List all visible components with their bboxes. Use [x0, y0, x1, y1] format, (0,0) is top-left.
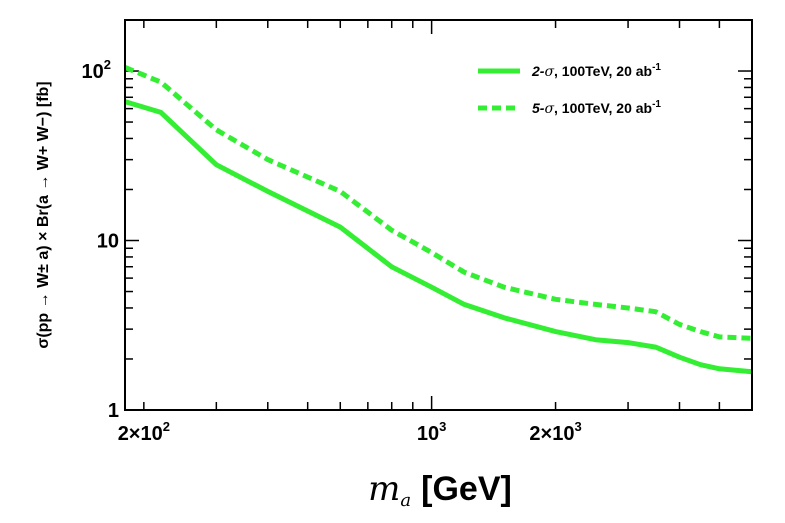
y-tick-label: 10: [97, 231, 119, 253]
y-tick-label: 1: [108, 400, 119, 422]
axis-ticks: [125, 19, 753, 411]
legend-label-5sigma: 5-σ, 100TeV, 20 ab-1: [532, 99, 661, 117]
x-axis-label: ma [GeV]: [368, 469, 512, 511]
x-tick-label: 2×103: [529, 419, 581, 445]
legend: 2-σ, 100TeV, 20 ab-1 5-σ, 100TeV, 20 ab-…: [478, 62, 661, 117]
series-layer: [125, 65, 752, 375]
series-line-5sigma: [125, 65, 752, 341]
legend-label-2sigma: 2-σ, 100TeV, 20 ab-1: [531, 62, 661, 80]
plot-frame: [124, 19, 753, 411]
tick-labels: 2×102 103 2×103 1 10 102: [82, 57, 582, 445]
y-axis-label: σ(pp → W± a) × Br(a → W+ W−) [fb]: [35, 81, 52, 348]
series-line-2sigma: [125, 99, 752, 375]
x-tick-label: 103: [417, 419, 446, 445]
y-tick-label: 102: [82, 57, 111, 83]
x-tick-label: 2×102: [118, 419, 170, 445]
